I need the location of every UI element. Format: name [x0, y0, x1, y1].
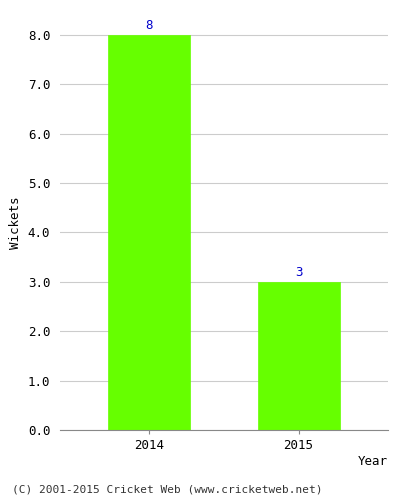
- Text: (C) 2001-2015 Cricket Web (www.cricketweb.net): (C) 2001-2015 Cricket Web (www.cricketwe…: [12, 485, 322, 495]
- Text: 3: 3: [295, 266, 302, 280]
- Text: Year: Year: [358, 455, 388, 468]
- Bar: [258, 282, 340, 430]
- Bar: [108, 35, 190, 430]
- Text: 8: 8: [146, 20, 153, 32]
- Y-axis label: Wickets: Wickets: [9, 196, 22, 248]
